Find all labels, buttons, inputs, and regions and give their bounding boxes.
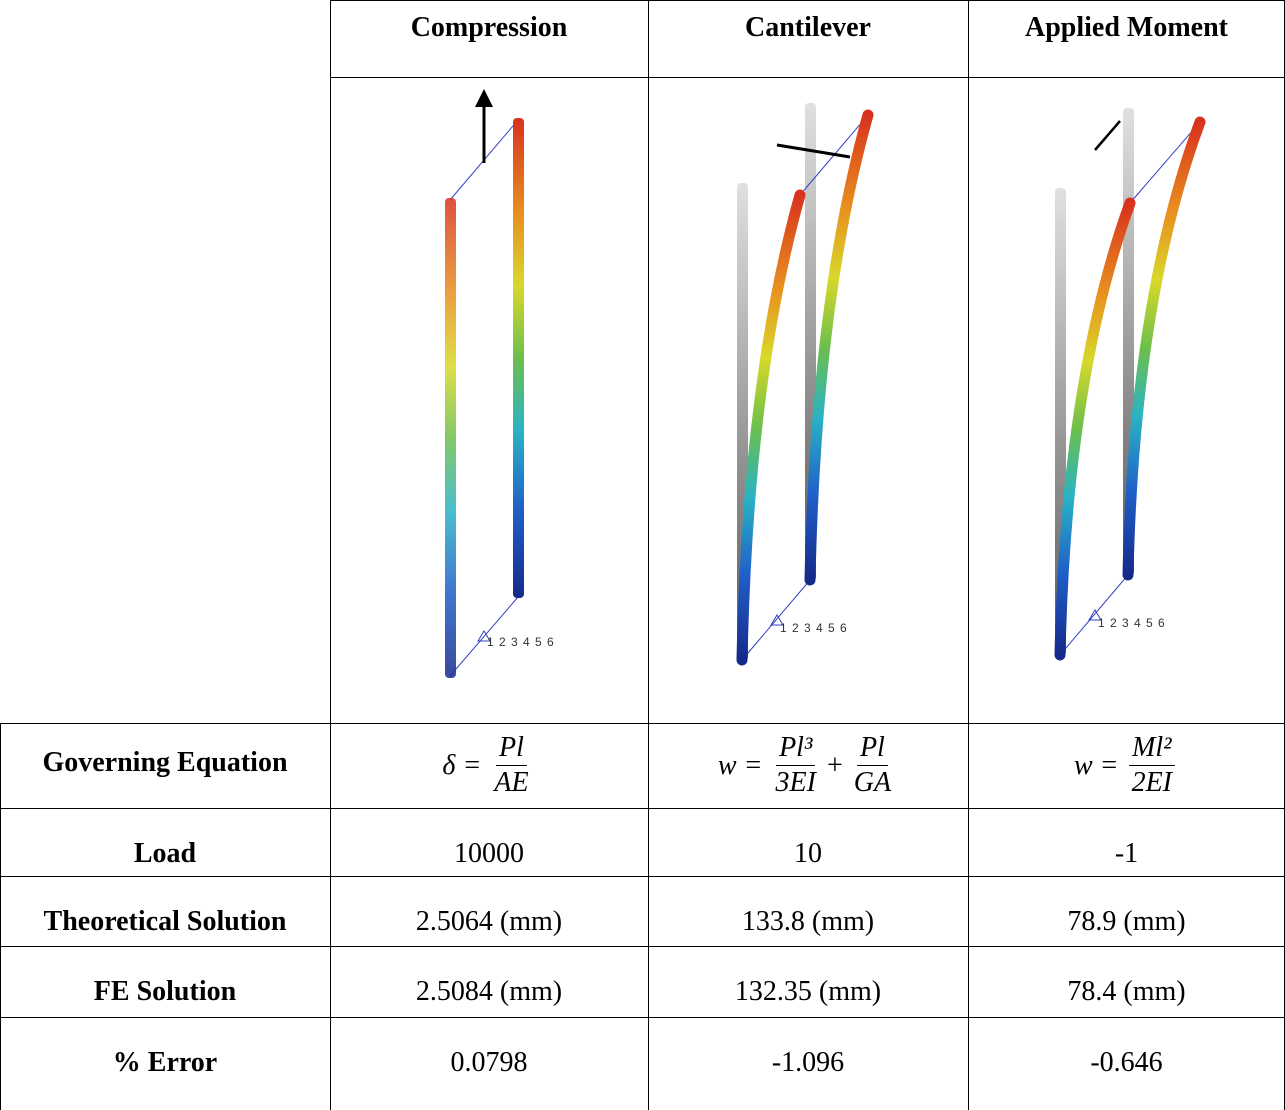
figures: 1 2 3 4 5 6 1 2 3 4 5 6 1 2 3 4 5 6 bbox=[0, 0, 1285, 1110]
row-label: Theoretical Solution bbox=[0, 906, 330, 938]
cell-value: 2.5084 (mm) bbox=[330, 976, 648, 1008]
row-label: FE Solution bbox=[0, 976, 330, 1008]
border bbox=[330, 0, 331, 1110]
node-labels: 1 2 3 4 5 6 bbox=[1098, 616, 1166, 630]
border bbox=[0, 808, 1285, 809]
numerator: Ml² bbox=[1129, 731, 1175, 766]
row-label: Governing Equation bbox=[0, 747, 330, 779]
border bbox=[0, 946, 1285, 947]
cell-value: 10000 bbox=[330, 838, 648, 870]
numerator: Pl bbox=[857, 731, 888, 766]
column-header: Cantilever bbox=[648, 12, 968, 44]
equation-lhs: w = bbox=[718, 750, 763, 782]
cell-value: -0.646 bbox=[968, 1047, 1285, 1079]
cell-value: 132.35 (mm) bbox=[648, 976, 968, 1008]
numerator: Pl³ bbox=[776, 731, 815, 766]
moment-figure: 1 2 3 4 5 6 bbox=[1055, 108, 1200, 656]
denominator: GA bbox=[851, 766, 894, 800]
numerator: Pl bbox=[496, 731, 527, 766]
cell-value: 10 bbox=[648, 838, 968, 870]
border bbox=[968, 0, 969, 1110]
border bbox=[330, 0, 1285, 1]
row-label: % Error bbox=[0, 1047, 330, 1079]
cell-value: 2.5064 (mm) bbox=[330, 906, 648, 938]
node-labels: 1 2 3 4 5 6 bbox=[780, 621, 848, 635]
cell-value: -1.096 bbox=[648, 1047, 968, 1079]
node-labels: 1 2 3 4 5 6 bbox=[487, 635, 555, 649]
border bbox=[0, 1017, 1285, 1018]
cell-value: 0.0798 bbox=[330, 1047, 648, 1079]
equation-lhs: w = bbox=[1074, 750, 1119, 782]
compression-figure: 1 2 3 4 5 6 bbox=[445, 98, 555, 678]
row-label: Load bbox=[0, 838, 330, 870]
cell-value: 133.8 (mm) bbox=[648, 906, 968, 938]
operator: + bbox=[827, 750, 843, 782]
denominator: 3EI bbox=[773, 766, 819, 800]
denominator: AE bbox=[491, 766, 531, 800]
border bbox=[648, 0, 649, 1110]
equation-lhs: δ = bbox=[442, 750, 481, 782]
cell-value: -1 bbox=[968, 838, 1285, 870]
cantilever-figure: 1 2 3 4 5 6 bbox=[737, 103, 868, 661]
border bbox=[330, 77, 1285, 78]
border bbox=[0, 876, 1285, 877]
cell-value: 78.9 (mm) bbox=[968, 906, 1285, 938]
column-header: Applied Moment bbox=[968, 12, 1285, 44]
results-table: 1 2 3 4 5 6 1 2 3 4 5 6 1 2 3 4 5 6 Co bbox=[0, 0, 1285, 1110]
column-header: Compression bbox=[330, 12, 648, 44]
denominator: 2EI bbox=[1129, 766, 1175, 800]
cell-value: 78.4 (mm) bbox=[968, 976, 1285, 1008]
